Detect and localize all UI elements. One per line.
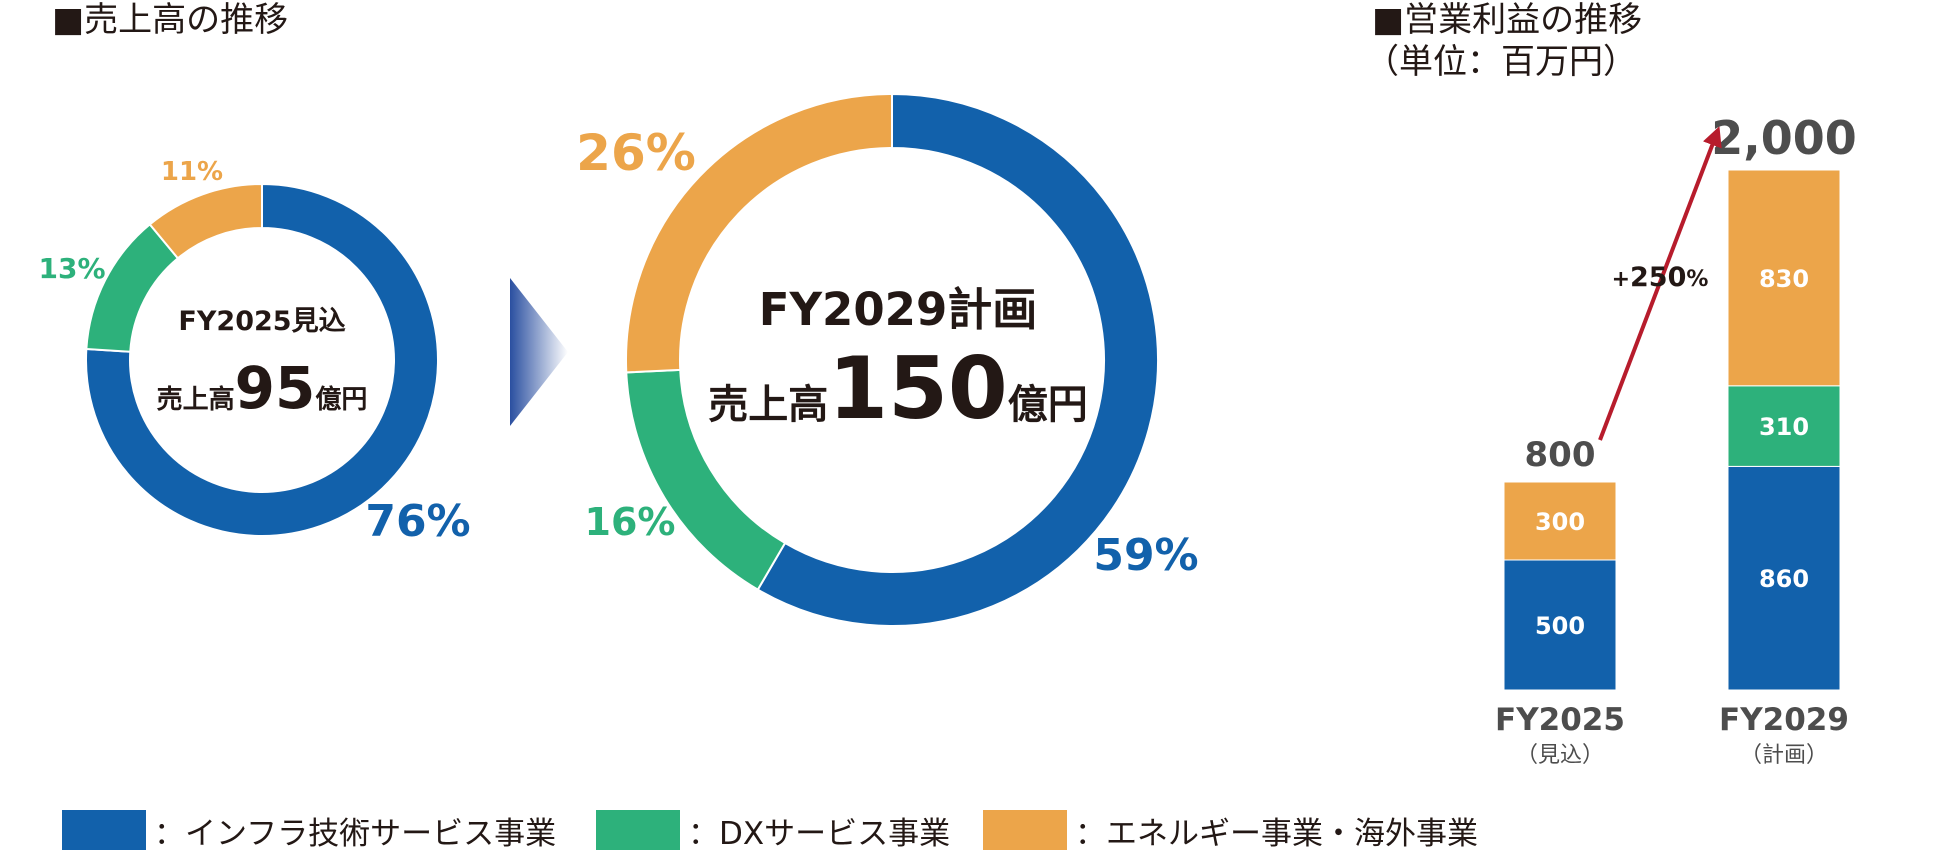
legend-label-infra: ：インフラ技術サービス事業 [154,815,557,852]
donut-fy2025-slice-energy [148,182,263,260]
bar-fy2029-infra [1727,465,1841,691]
donut-fy2029-center-title: FY2029計画 [759,283,1038,336]
donut-fy2025-label-energy: 11% [161,157,223,187]
donut-fy2025-label-dx: 13% [38,252,105,285]
growth-arrow-icon [1598,126,1722,441]
profit-section-title: ■営業利益の推移 [1372,0,1643,40]
sales-section-title: ■売上高の推移 [52,0,289,40]
bar-category-label-fy2029: FY2029 [1719,702,1849,738]
donut-chart-fy2025 [85,182,439,537]
donut-fy2029-center-prefix: 売上高 [708,382,828,428]
bar-category-label-fy2025: FY2025 [1495,702,1625,738]
legend-item-energy: ：エネルギー事業・海外事業 [983,808,1478,852]
donut-fy2025-slice-infra [85,182,439,537]
legend-swatch-dx [596,810,680,850]
donut-fy2025-center-value: 95 [235,354,316,422]
donut-fy2025-center-amount: 売上高95億円 [157,354,368,422]
bar-fy2025-total-label: 800 [1525,435,1596,475]
donut-chart-fy2029 [625,92,1159,627]
legend-swatch-infra [62,810,146,850]
donut-fy2029-center-amount: 売上高150億円 [708,339,1088,439]
legend-item-dx: ：DXサービス事業 [596,808,950,852]
legend-swatch-energy [983,810,1067,850]
bar-fy2029-energy-value-label: 830 [1759,265,1809,293]
bar-fy2025-energy-value-label: 300 [1535,508,1585,536]
donut-fy2025-center-title: FY2025見込 [178,306,345,337]
growth-label-percent: % [1686,267,1708,292]
bar-fy2029-dx [1727,385,1841,467]
donut-fy2029-center-value: 150 [828,339,1008,439]
legend-item-infra: ：インフラ技術サービス事業 [62,808,556,852]
profit-stacked-bar-chart: 500 300 800 FY2025 （見込） 860 310 830 2,000 FY2029 （… [1495,111,1857,768]
growth-label-sign: + [1612,267,1630,292]
profit-unit-label: （単位：百万円） [1365,42,1637,82]
bar-fy2025-infra [1503,559,1617,691]
transition-arrow-icon [510,278,568,426]
donut-fy2025-slice-dx [85,222,180,353]
bar-fy2029-energy [1727,169,1841,387]
growth-label-value: 250 [1630,262,1686,293]
bar-fy2029-dx-value-label: 310 [1759,413,1809,441]
bar-fy2025-infra-value-label: 500 [1535,612,1585,640]
donut-fy2029-slice-energy [625,92,893,374]
donut-fy2029-label-dx: 16% [585,500,676,544]
donut-fy2029-slice-infra [756,92,1159,627]
bar-fy2029-infra-value-label: 860 [1759,565,1809,593]
donut-fy2025-center-suffix: 億円 [315,385,367,415]
donut-fy2029-center-suffix: 億円 [1008,382,1088,428]
bar-category-sublabel-fy2025: （見込） [1516,743,1604,768]
bar-fy2025-energy [1503,481,1617,561]
donut-fy2029-label-infra: 59% [1093,530,1198,581]
donut-fy2029-label-energy: 26% [576,124,696,182]
donut-fy2025-center-prefix: 売上高 [157,384,235,415]
bar-fy2029-total-label: 2,000 [1711,111,1857,165]
donut-fy2025-label-infra: 76% [365,496,470,547]
bar-category-sublabel-fy2029: （計画） [1740,743,1828,768]
legend-label-energy: ：エネルギー事業・海外事業 [1075,815,1478,852]
growth-label: +250% [1612,262,1709,293]
legend-label-dx: ：DXサービス事業 [688,815,951,852]
sales-and-profit-charts: FY2025見込 売上高95億円 76% 13% 11% FY2029計画 売上… [38,92,1857,768]
